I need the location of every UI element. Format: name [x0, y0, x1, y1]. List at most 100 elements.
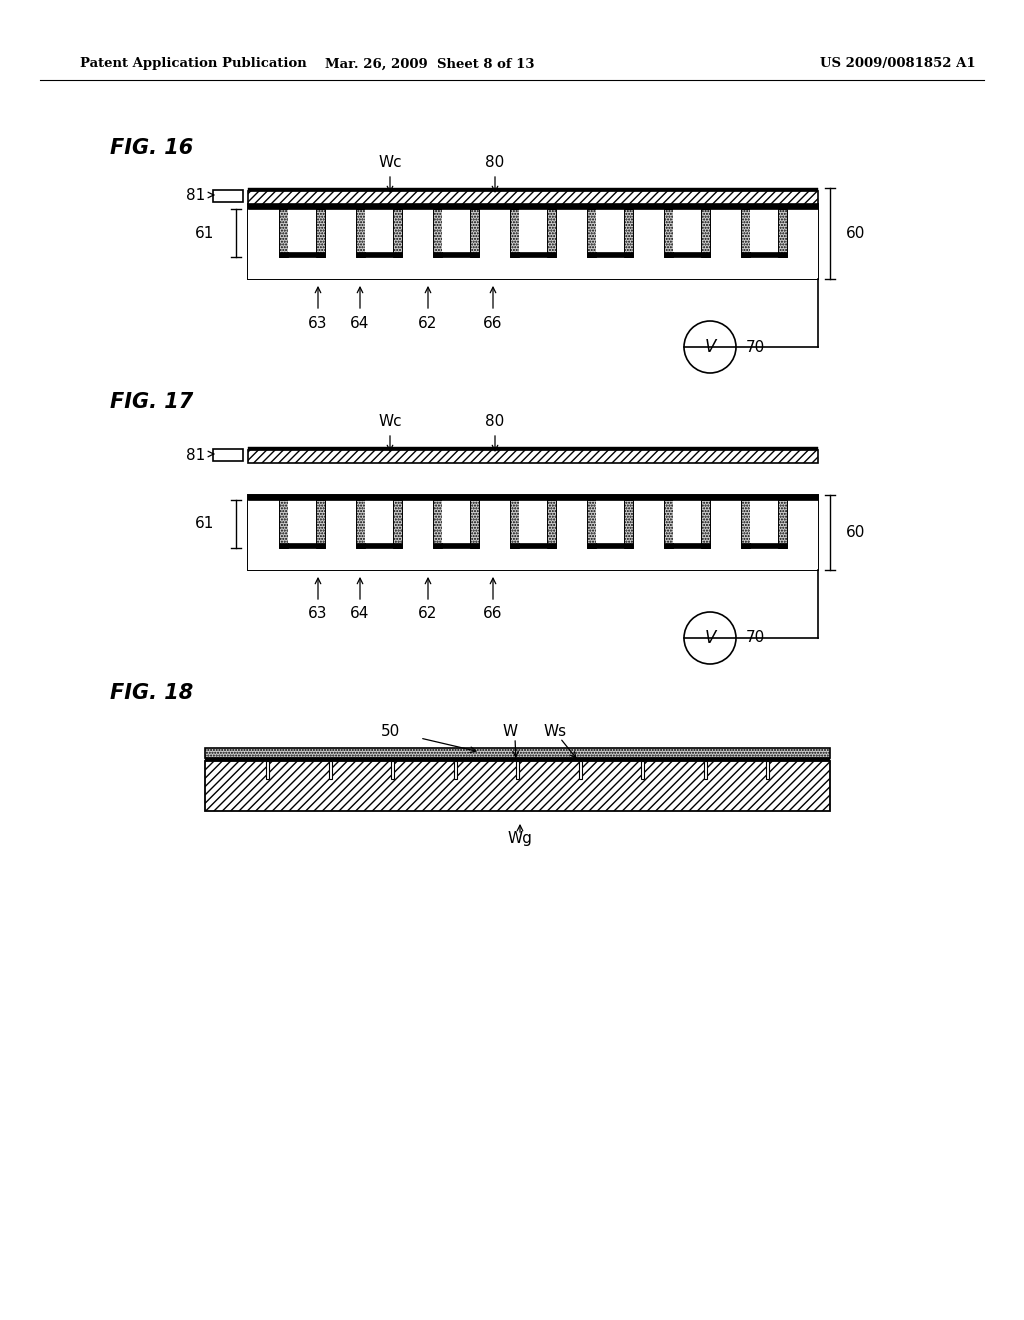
- Text: FIG. 18: FIG. 18: [110, 682, 194, 704]
- Bar: [288, 500, 316, 543]
- Bar: [519, 209, 547, 252]
- Text: 63: 63: [308, 315, 328, 330]
- Text: V: V: [705, 338, 716, 356]
- Bar: [402, 500, 433, 548]
- Bar: [454, 762, 457, 779]
- Text: 80: 80: [485, 414, 505, 429]
- Text: Mar. 26, 2009  Sheet 8 of 13: Mar. 26, 2009 Sheet 8 of 13: [326, 58, 535, 70]
- Bar: [248, 257, 818, 279]
- Bar: [778, 209, 787, 257]
- Bar: [750, 209, 778, 252]
- Text: Wc: Wc: [378, 154, 401, 170]
- Bar: [479, 209, 510, 257]
- Text: W: W: [503, 725, 517, 739]
- Bar: [741, 209, 750, 257]
- Bar: [393, 500, 402, 548]
- Bar: [470, 500, 479, 548]
- Bar: [516, 762, 519, 779]
- Bar: [433, 209, 442, 257]
- Bar: [633, 209, 664, 257]
- Text: 61: 61: [195, 226, 214, 240]
- Text: 60: 60: [846, 226, 865, 242]
- Bar: [633, 500, 664, 548]
- Bar: [402, 209, 433, 257]
- Bar: [624, 209, 633, 257]
- Bar: [596, 500, 624, 543]
- Text: 81: 81: [185, 189, 205, 203]
- Bar: [325, 209, 356, 257]
- Bar: [266, 762, 269, 779]
- Bar: [442, 209, 470, 252]
- Bar: [510, 500, 519, 548]
- Text: Wg: Wg: [508, 832, 532, 846]
- Text: 61: 61: [195, 516, 214, 532]
- Bar: [325, 500, 356, 548]
- Bar: [205, 748, 830, 758]
- Bar: [356, 500, 365, 548]
- Bar: [365, 209, 393, 252]
- Bar: [356, 209, 365, 257]
- Text: 81: 81: [185, 447, 205, 462]
- Bar: [279, 500, 288, 548]
- Text: V: V: [705, 630, 716, 647]
- Text: FIG. 16: FIG. 16: [110, 139, 194, 158]
- Bar: [479, 500, 510, 548]
- Bar: [547, 209, 556, 257]
- Text: 64: 64: [350, 315, 370, 330]
- Bar: [673, 209, 701, 252]
- Bar: [248, 495, 818, 500]
- Bar: [205, 762, 830, 810]
- Bar: [664, 500, 673, 548]
- Text: 80: 80: [485, 154, 505, 170]
- Bar: [316, 500, 325, 548]
- Bar: [750, 500, 778, 543]
- Bar: [710, 500, 741, 548]
- Bar: [316, 209, 325, 257]
- Bar: [391, 762, 394, 779]
- Bar: [510, 252, 556, 257]
- Bar: [741, 543, 787, 548]
- Bar: [470, 209, 479, 257]
- Text: 50: 50: [380, 725, 399, 739]
- Bar: [587, 543, 633, 548]
- Bar: [248, 209, 279, 257]
- Bar: [587, 209, 596, 257]
- Bar: [596, 209, 624, 252]
- Text: 62: 62: [419, 315, 437, 330]
- Bar: [279, 209, 288, 257]
- Bar: [279, 543, 325, 548]
- Bar: [329, 762, 332, 779]
- Bar: [442, 500, 470, 543]
- Text: US 2009/0081852 A1: US 2009/0081852 A1: [820, 58, 976, 70]
- Bar: [710, 209, 741, 257]
- Text: 70: 70: [746, 631, 765, 645]
- Bar: [213, 449, 243, 461]
- Bar: [279, 252, 325, 257]
- Text: 66: 66: [483, 606, 503, 622]
- Bar: [587, 500, 596, 548]
- Bar: [624, 500, 633, 548]
- Text: Patent Application Publication: Patent Application Publication: [80, 58, 307, 70]
- Text: 70: 70: [746, 339, 765, 355]
- Bar: [641, 762, 644, 779]
- Bar: [556, 500, 587, 548]
- Bar: [288, 209, 316, 252]
- Bar: [356, 543, 402, 548]
- Bar: [741, 500, 750, 548]
- Bar: [248, 187, 818, 191]
- Bar: [519, 500, 547, 543]
- Bar: [205, 758, 830, 762]
- Text: 63: 63: [308, 606, 328, 622]
- Bar: [787, 500, 818, 548]
- Text: 60: 60: [846, 525, 865, 540]
- Text: Ws: Ws: [544, 725, 566, 739]
- Bar: [213, 190, 243, 202]
- Bar: [664, 209, 673, 257]
- Bar: [248, 191, 818, 205]
- Text: 64: 64: [350, 606, 370, 622]
- Bar: [778, 500, 787, 548]
- Bar: [248, 205, 818, 209]
- Bar: [433, 500, 442, 548]
- Bar: [556, 209, 587, 257]
- Bar: [433, 252, 479, 257]
